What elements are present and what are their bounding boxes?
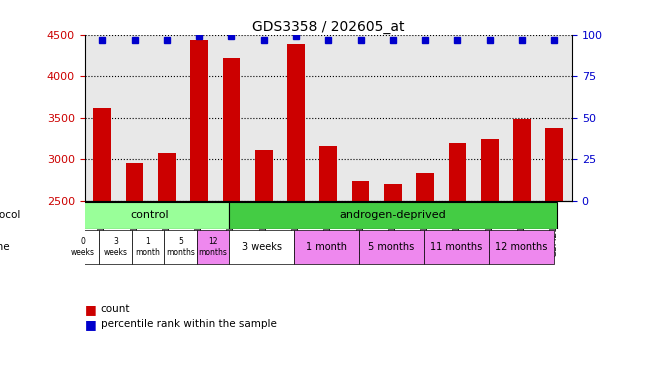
- Text: 3
weeks: 3 weeks: [103, 237, 127, 257]
- Bar: [359, 230, 424, 264]
- Bar: [448, 143, 466, 201]
- Text: 0
weeks: 0 weeks: [71, 237, 95, 257]
- Bar: [287, 44, 305, 201]
- Text: 12 months: 12 months: [495, 242, 548, 252]
- Bar: [481, 139, 499, 201]
- Bar: [158, 153, 176, 201]
- Text: 12
months: 12 months: [198, 237, 228, 257]
- Title: GDS3358 / 202605_at: GDS3358 / 202605_at: [252, 20, 404, 33]
- Bar: [229, 230, 294, 264]
- Bar: [319, 146, 337, 201]
- Bar: [94, 108, 111, 201]
- Bar: [190, 40, 208, 201]
- Text: growth protocol: growth protocol: [0, 210, 21, 220]
- Bar: [384, 184, 402, 201]
- Text: ■: ■: [84, 318, 96, 331]
- Bar: [545, 128, 563, 201]
- Bar: [125, 163, 144, 201]
- Bar: [196, 230, 229, 264]
- Text: control: control: [130, 210, 169, 220]
- Bar: [513, 119, 531, 201]
- Bar: [131, 230, 164, 264]
- Text: 5 months: 5 months: [369, 242, 415, 252]
- Bar: [229, 202, 558, 228]
- Text: time: time: [0, 242, 10, 252]
- Text: 1
month: 1 month: [135, 237, 161, 257]
- Bar: [164, 230, 196, 264]
- Text: ■: ■: [84, 303, 96, 316]
- Text: count: count: [101, 304, 130, 314]
- Bar: [489, 230, 554, 264]
- Bar: [66, 230, 99, 264]
- Text: percentile rank within the sample: percentile rank within the sample: [101, 319, 277, 329]
- Text: androgen-deprived: androgen-deprived: [340, 210, 447, 220]
- Bar: [255, 150, 272, 201]
- Bar: [99, 230, 131, 264]
- Bar: [352, 181, 369, 201]
- Text: 3 weeks: 3 weeks: [242, 242, 281, 252]
- Bar: [294, 230, 359, 264]
- Bar: [222, 58, 240, 201]
- Bar: [424, 230, 489, 264]
- Bar: [66, 202, 229, 228]
- Bar: [416, 173, 434, 201]
- Text: 1 month: 1 month: [306, 242, 347, 252]
- Text: 5
months: 5 months: [166, 237, 195, 257]
- Text: 11 months: 11 months: [430, 242, 483, 252]
